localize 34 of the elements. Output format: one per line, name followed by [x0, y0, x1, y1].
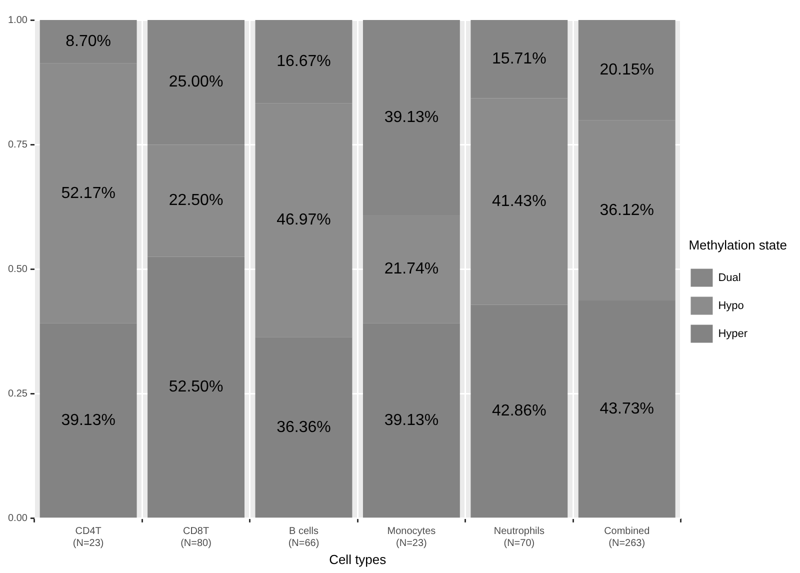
data-label: 21.74% [384, 260, 439, 278]
data-label: 41.43% [492, 192, 546, 210]
data-label: 39.13% [384, 412, 439, 429]
legend-title: Methylation state [688, 237, 788, 252]
y-tick-label: 0.75 [8, 139, 28, 150]
x-tick-label: Combined (N=263) [604, 526, 650, 550]
x-axis-title: Cell types [329, 552, 387, 567]
data-label: 39.13% [61, 412, 116, 429]
x-tick-label: CD4T (N=23) [72, 526, 104, 550]
x-tick-label: B cells (N=66) [288, 526, 320, 550]
data-label: 39.13% [384, 108, 439, 126]
data-label: 8.70% [66, 33, 112, 50]
data-label: 22.50% [168, 192, 224, 210]
x-tick-label: Monocytes (N=23) [387, 526, 436, 550]
y-tick-label: 0.25 [8, 388, 28, 400]
data-label: 52.50% [168, 378, 224, 396]
y-tick-label: 1.00 [8, 14, 28, 26]
legend-label: Dual [718, 272, 741, 284]
data-label: 36.12% [600, 202, 654, 219]
data-label: 16.67% [276, 52, 331, 70]
legend-label: Hyper [718, 328, 748, 340]
data-label: 20.15% [600, 62, 654, 79]
data-label: 15.71% [492, 50, 546, 68]
data-label: 42.86% [492, 402, 546, 420]
data-label: 36.36% [276, 418, 331, 436]
data-label: 52.17% [61, 184, 116, 202]
x-tick-label: CD8T (N=80) [180, 526, 212, 550]
data-label: 25.00% [168, 74, 224, 91]
y-tick-label: 0.50 [8, 264, 28, 275]
y-tick-label: 0.00 [8, 513, 28, 524]
data-label: 43.73% [600, 400, 654, 418]
legend-label: Hypo [718, 300, 744, 312]
x-tick-label: Neutrophils (N=70) [494, 526, 544, 550]
data-label: 46.97% [276, 212, 331, 229]
